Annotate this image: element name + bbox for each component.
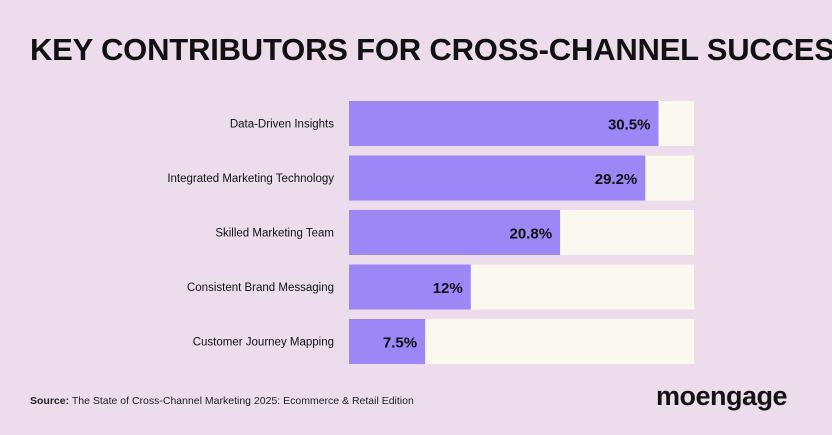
category-label: Data-Driven Insights	[230, 119, 334, 131]
value-label: 7.5%	[383, 335, 417, 352]
value-label: 29.2%	[595, 171, 638, 188]
value-label: 12%	[433, 280, 463, 297]
bar	[349, 210, 561, 255]
category-label: Consistent Brand Messaging	[187, 282, 334, 294]
bar	[349, 155, 646, 201]
value-label: 20.8%	[510, 226, 553, 243]
bar	[349, 101, 659, 146]
moengage-logo: moengage	[656, 381, 788, 411]
bar-group: Skilled Marketing Team 20.8%	[215, 210, 694, 255]
category-label: Customer Journey Mapping	[193, 337, 334, 349]
bar	[349, 264, 471, 310]
bar-group: Data-Driven Insights 30.5%	[230, 101, 694, 146]
bar-group: Customer Journey Mapping 7.5%	[193, 319, 694, 364]
source-label: Source:	[30, 395, 70, 407]
category-label: Skilled Marketing Team	[215, 228, 334, 240]
source-text: The State of Cross-Channel Marketing 202…	[71, 395, 414, 407]
chart-title: KEY CONTRIBUTORS FOR CROSS-CHANNEL SUCCE…	[30, 32, 832, 67]
category-label: Integrated Marketing Technology	[167, 173, 334, 185]
bar-group: Integrated Marketing Technology 29.2%	[167, 155, 694, 201]
bar	[349, 319, 426, 364]
value-label: 30.5%	[608, 117, 651, 134]
bar-group: Consistent Brand Messaging 12%	[187, 264, 694, 310]
source-note: Source: The State of Cross-Channel Marke…	[30, 395, 414, 407]
